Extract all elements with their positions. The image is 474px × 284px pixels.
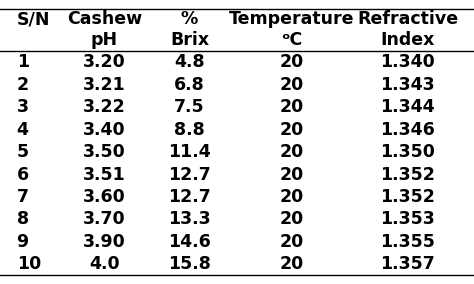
- Text: 8: 8: [17, 210, 29, 228]
- Text: 20: 20: [279, 98, 304, 116]
- Text: %: %: [181, 10, 198, 28]
- Text: 3.50: 3.50: [83, 143, 126, 161]
- Text: 20: 20: [279, 255, 304, 273]
- Text: 3.51: 3.51: [83, 166, 126, 183]
- Text: 13.3: 13.3: [168, 210, 211, 228]
- Text: 4.0: 4.0: [89, 255, 119, 273]
- Text: 20: 20: [279, 188, 304, 206]
- Text: 8.8: 8.8: [174, 121, 205, 139]
- Text: 3.21: 3.21: [83, 76, 126, 94]
- Text: ᵒC: ᵒC: [281, 32, 302, 49]
- Text: 14.6: 14.6: [168, 233, 211, 251]
- Text: Temperature: Temperature: [229, 10, 354, 28]
- Text: 11.4: 11.4: [168, 143, 211, 161]
- Text: 20: 20: [279, 143, 304, 161]
- Text: 3.60: 3.60: [83, 188, 126, 206]
- Text: 9: 9: [17, 233, 29, 251]
- Text: 1.340: 1.340: [380, 53, 435, 71]
- Text: 4: 4: [17, 121, 28, 139]
- Text: 1: 1: [17, 53, 29, 71]
- Text: 3.40: 3.40: [83, 121, 126, 139]
- Text: pH: pH: [91, 32, 118, 49]
- Text: 3: 3: [17, 98, 28, 116]
- Text: 2: 2: [17, 76, 29, 94]
- Text: 3.22: 3.22: [83, 98, 126, 116]
- Text: 1.350: 1.350: [380, 143, 435, 161]
- Text: 10: 10: [17, 255, 41, 273]
- Text: Brix: Brix: [170, 32, 209, 49]
- Text: 20: 20: [279, 233, 304, 251]
- Text: 7: 7: [17, 188, 28, 206]
- Text: 20: 20: [279, 53, 304, 71]
- Text: 1.353: 1.353: [380, 210, 435, 228]
- Text: 20: 20: [279, 210, 304, 228]
- Text: 15.8: 15.8: [168, 255, 211, 273]
- Text: Index: Index: [381, 32, 435, 49]
- Text: 20: 20: [279, 121, 304, 139]
- Text: 20: 20: [279, 76, 304, 94]
- Text: S/N: S/N: [17, 10, 50, 28]
- Text: 1.343: 1.343: [380, 76, 435, 94]
- Text: 1.355: 1.355: [380, 233, 435, 251]
- Text: 6: 6: [17, 166, 29, 183]
- Text: 3.90: 3.90: [83, 233, 126, 251]
- Text: 20: 20: [279, 166, 304, 183]
- Text: 1.346: 1.346: [380, 121, 435, 139]
- Text: 1.357: 1.357: [380, 255, 435, 273]
- Text: Cashew: Cashew: [67, 10, 142, 28]
- Text: 12.7: 12.7: [168, 188, 211, 206]
- Text: 7.5: 7.5: [174, 98, 205, 116]
- Text: 1.344: 1.344: [380, 98, 435, 116]
- Text: 1.352: 1.352: [380, 166, 435, 183]
- Text: Refractive: Refractive: [357, 10, 458, 28]
- Text: 1.352: 1.352: [380, 188, 435, 206]
- Text: 4.8: 4.8: [174, 53, 205, 71]
- Text: 3.20: 3.20: [83, 53, 126, 71]
- Text: 12.7: 12.7: [168, 166, 211, 183]
- Text: 3.70: 3.70: [83, 210, 126, 228]
- Text: 6.8: 6.8: [174, 76, 205, 94]
- Text: 5: 5: [17, 143, 29, 161]
